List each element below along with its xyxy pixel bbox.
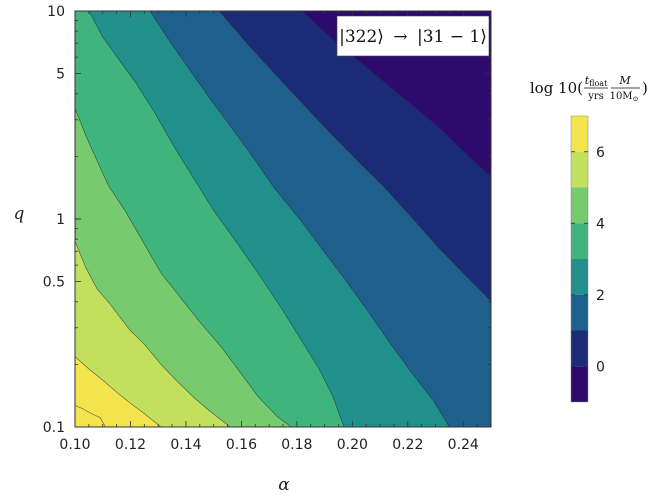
colorbar-frac-denominator: yrs <box>587 91 604 102</box>
y-tick-label: 10 <box>47 4 65 20</box>
colorbar-mass-denominator: 10M⊙ <box>610 91 639 103</box>
annotation-arrow: → <box>393 27 407 47</box>
contour-line-1 <box>149 11 450 427</box>
contour-region-4 <box>75 241 231 427</box>
axis-tick-labels: 0.10 0.12 0.14 0.16 0.18 0.20 0.22 0.24 0.1 0.5 1 5… <box>43 4 479 453</box>
colorbar-frac-numerator: tfloat <box>585 74 608 88</box>
x-tick-label: 0.16 <box>226 437 257 453</box>
colorbar-segment <box>571 223 588 259</box>
x-tick-label: 0.14 <box>170 437 201 453</box>
colorbar-label-prefix: log 10( <box>530 79 583 97</box>
colorbar-segment <box>571 187 588 224</box>
x-tick-label: 0.22 <box>392 437 423 453</box>
colorbar-title: log 10( tfloat yrs M 10M⊙ ) <box>530 74 648 103</box>
annotation-box <box>336 15 490 57</box>
contour-line-4 <box>75 241 231 427</box>
colorbar-segment <box>571 151 588 188</box>
annotation-ket-initial: |322⟩ <box>339 27 384 47</box>
contour-line-2 <box>88 11 345 427</box>
colorbar-segment <box>571 330 588 367</box>
contour-line-5 <box>75 356 162 427</box>
contour-regions <box>75 11 491 427</box>
contour-line--1 <box>302 11 491 177</box>
y-tick-label: 1 <box>56 212 65 228</box>
contour-lines <box>75 11 491 427</box>
colorbar-segment <box>571 366 588 402</box>
colorbar-segment <box>571 116 588 152</box>
colorbar-tick-label: 4 <box>596 216 605 232</box>
x-tick-label: 0.10 <box>59 437 90 453</box>
colorbar: 0 2 4 6 <box>570 115 605 403</box>
x-tick-label: 0.12 <box>115 437 146 453</box>
contour-region-5 <box>75 356 161 427</box>
x-tick-label: 0.18 <box>281 437 312 453</box>
annotation-ket-final: |31 − 1⟩ <box>417 27 487 47</box>
colorbar-tick-label: 6 <box>596 145 605 161</box>
colorbar-tick-label: 2 <box>596 288 605 304</box>
colorbar-frame <box>570 115 589 403</box>
colorbar-label-suffix: ) <box>642 79 648 97</box>
contour-line-3 <box>75 108 292 427</box>
x-tick-label: 0.20 <box>337 437 368 453</box>
contour-region-6 <box>75 405 106 427</box>
axis-ticks <box>74 10 492 428</box>
y-tick-label: 0.5 <box>43 275 65 291</box>
x-axis-title: α <box>278 475 290 495</box>
colorbar-mass-numerator: M <box>618 74 631 87</box>
x-tick-label: 0.24 <box>448 437 479 453</box>
colorbar-segment <box>571 259 588 295</box>
colorbar-tick-label: 0 <box>596 359 605 375</box>
contour-line-6 <box>75 405 106 427</box>
y-axis-title: q <box>14 204 25 224</box>
colorbar-segment <box>571 294 588 331</box>
svg-text:|322⟩ → |31 − 1⟩: |322⟩ → |31 − 1⟩ <box>339 27 487 47</box>
state-annotation: |322⟩ → |31 − 1⟩ <box>336 15 490 57</box>
y-tick-label: 5 <box>56 67 65 83</box>
y-tick-label: 0.1 <box>43 420 65 436</box>
contour-line-0 <box>218 11 491 302</box>
